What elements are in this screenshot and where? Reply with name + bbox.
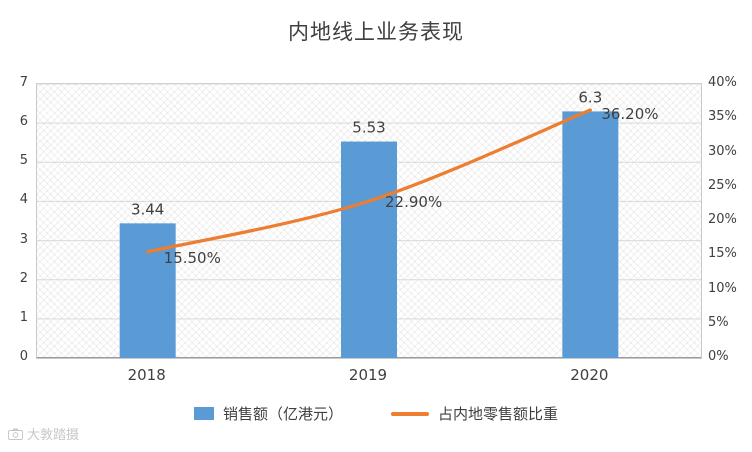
legend-label-share: 占内地零售额比重 xyxy=(438,405,559,423)
line-value-label: 22.90% xyxy=(385,193,442,211)
y-tick-right: 0% xyxy=(708,349,729,364)
bar xyxy=(562,111,619,359)
y-tick-right: 15% xyxy=(708,246,737,262)
bar xyxy=(341,141,397,358)
bar-series-swatch xyxy=(193,407,214,420)
y-tick-left: 7 xyxy=(19,75,28,90)
x-category-label: 2018 xyxy=(127,366,166,384)
chart-title: 内地线上业务表现 xyxy=(288,20,464,44)
y-tick-right: 35% xyxy=(708,109,737,125)
bar xyxy=(119,223,176,358)
y-tick-right: 25% xyxy=(708,177,737,193)
watermark: 大敦踏摄 xyxy=(8,424,79,443)
bar-value-label: 3.44 xyxy=(131,200,164,218)
legend-item-share: 占内地零售额比重 xyxy=(391,403,558,424)
y-tick-left: 6 xyxy=(19,114,28,130)
plot-area: 3.44 5.53 6.3 15.50% 22.90% 36.20% xyxy=(36,83,702,359)
y-tick-right: 10% xyxy=(708,280,737,296)
legend: 销售额（亿港元） 占内地零售额比重 xyxy=(0,403,752,424)
bar-value-label: 6.3 xyxy=(578,88,602,106)
watermark-text: 大敦踏摄 xyxy=(27,428,80,443)
legend-item-sales: 销售额（亿港元） xyxy=(193,403,343,424)
line-value-label: 36.20% xyxy=(601,105,658,123)
bar-value-label: 5.53 xyxy=(352,119,385,137)
y-tick-left: 2 xyxy=(19,270,28,286)
line-series-swatch xyxy=(391,411,429,416)
y-tick-right: 20% xyxy=(708,212,737,227)
legend-label-sales: 销售额（亿港元） xyxy=(222,405,343,423)
line-value-label: 15.50% xyxy=(164,249,221,267)
y-tick-right: 5% xyxy=(708,314,729,330)
y-tick-left: 1 xyxy=(19,309,28,325)
y-tick-right: 40% xyxy=(708,75,737,90)
y-tick-left: 0 xyxy=(19,349,28,364)
x-category-label: 2020 xyxy=(570,366,609,384)
line-series xyxy=(146,108,592,254)
y-tick-left: 4 xyxy=(19,192,28,208)
plot-canvas: 3.44 5.53 6.3 15.50% 22.90% 36.20% xyxy=(37,83,701,359)
y-tick-left: 5 xyxy=(19,153,28,169)
x-category-label: 2019 xyxy=(348,366,388,384)
camera-icon xyxy=(8,428,23,440)
y-tick-right: 30% xyxy=(708,143,737,159)
y-tick-left: 3 xyxy=(19,231,28,247)
